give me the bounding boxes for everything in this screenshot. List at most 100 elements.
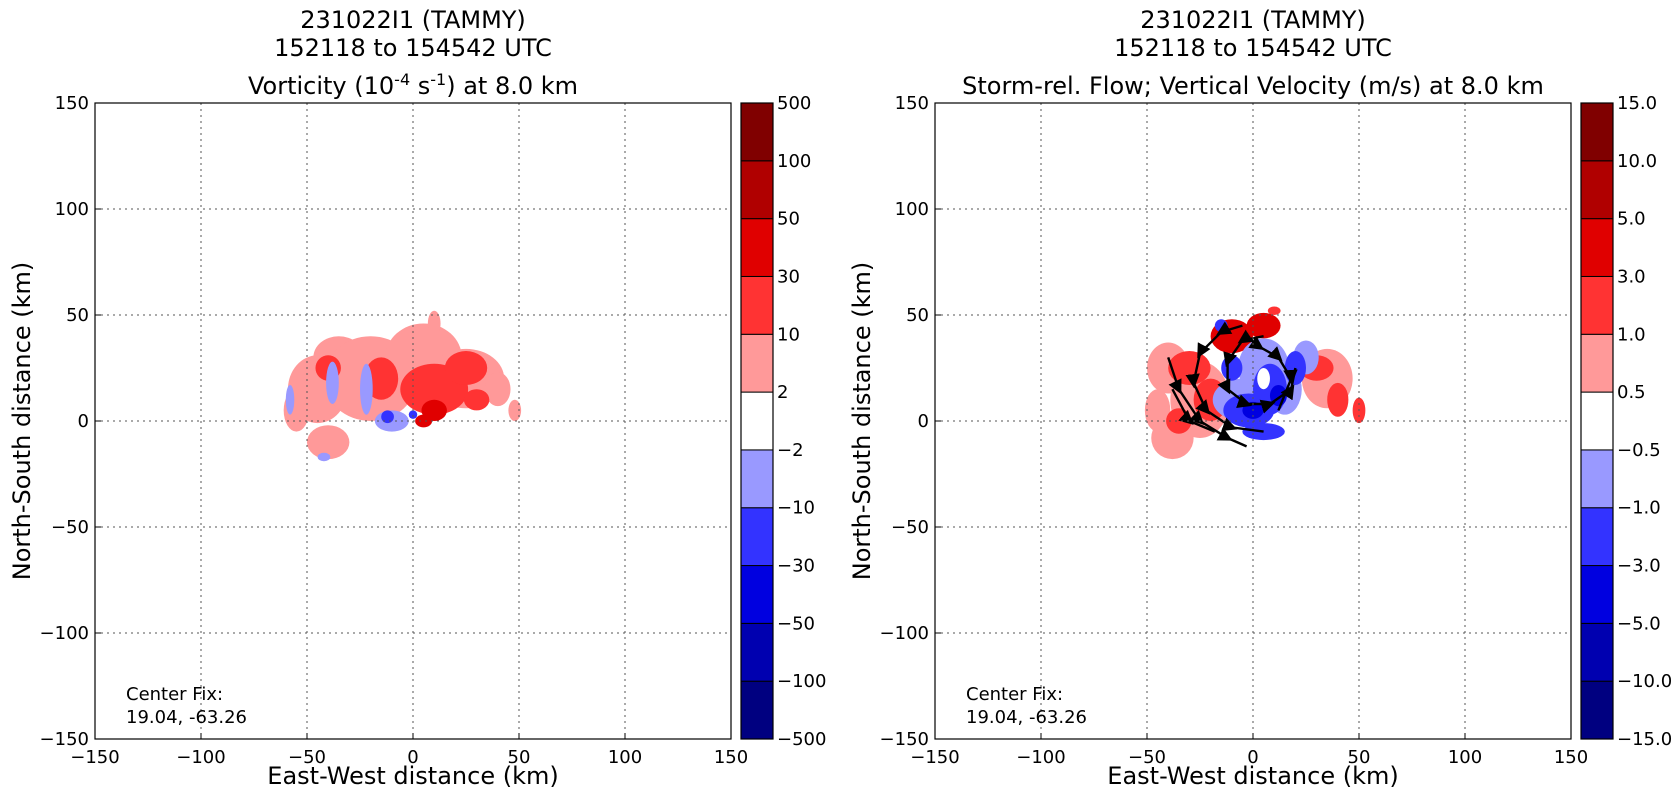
colorbar-swatch bbox=[740, 218, 774, 277]
y-tick-label: 0 bbox=[78, 411, 89, 432]
colorbar-level-label: 5.0 bbox=[1617, 209, 1646, 230]
left-y-axis-label: North-South distance (km) bbox=[8, 262, 36, 581]
left-title-line2: 152118 to 154542 UTC bbox=[274, 34, 552, 62]
colorbar-level-label: 100 bbox=[777, 151, 811, 172]
field-region bbox=[307, 425, 350, 460]
field-region bbox=[444, 351, 488, 385]
x-tick-label: 150 bbox=[714, 747, 748, 768]
field-region bbox=[408, 410, 418, 419]
colorbar-level-label: 0.5 bbox=[1617, 382, 1646, 403]
colorbar-swatch bbox=[740, 565, 774, 624]
colorbar-level-label: −2 bbox=[777, 440, 804, 461]
y-tick-label: −50 bbox=[891, 517, 929, 538]
y-tick-label: 50 bbox=[66, 305, 89, 326]
x-tick-label: 100 bbox=[608, 747, 642, 768]
right-x-axis-label: East-West distance (km) bbox=[1107, 762, 1398, 790]
colorbar-swatch bbox=[1580, 507, 1614, 567]
colorbar-level-label: −10.0 bbox=[1617, 671, 1672, 692]
field-region bbox=[1267, 306, 1281, 316]
y-tick-label: −50 bbox=[51, 517, 89, 538]
x-tick-label: −150 bbox=[910, 747, 959, 768]
colorbar-level-label: −100 bbox=[777, 671, 826, 692]
colorbar-level-label: 30 bbox=[777, 266, 800, 287]
field-region bbox=[427, 310, 441, 337]
left-x-axis-label: East-West distance (km) bbox=[267, 762, 558, 790]
colorbar-swatch bbox=[740, 622, 774, 682]
colorbar-swatch bbox=[740, 333, 774, 393]
colorbar-swatch bbox=[1580, 622, 1614, 682]
left-panel: 231022I1 (TAMMY) 152118 to 154542 UTC Vo… bbox=[8, 6, 826, 790]
colorbar-swatch bbox=[740, 275, 774, 335]
colorbar-swatch bbox=[1580, 565, 1614, 624]
colorbar-swatch bbox=[1580, 333, 1614, 393]
left-x-ticks: −150 −100 −50 0 50 100 150 bbox=[70, 733, 748, 768]
field-region bbox=[317, 452, 331, 462]
y-tick-label: 150 bbox=[895, 93, 929, 114]
colorbar-swatch bbox=[740, 449, 774, 509]
colorbar-level-label: 500 bbox=[777, 93, 811, 114]
field-region bbox=[1221, 355, 1243, 381]
right-title-line2: 152118 to 154542 UTC bbox=[1114, 34, 1392, 62]
field-region bbox=[1257, 368, 1270, 390]
field-region bbox=[485, 372, 511, 407]
colorbar-swatch bbox=[1580, 391, 1614, 451]
colorbar-level-label: 1.0 bbox=[1617, 324, 1646, 345]
colorbar-level-label: −10 bbox=[777, 498, 815, 519]
y-tick-label: −100 bbox=[880, 623, 929, 644]
colorbar-swatch bbox=[740, 160, 774, 220]
field-region bbox=[360, 363, 373, 415]
right-y-ticks: −150 −100 −50 0 50 100 150 bbox=[880, 93, 941, 750]
x-tick-label: 150 bbox=[1554, 747, 1588, 768]
colorbar-swatch bbox=[740, 680, 774, 740]
colorbar-level-label: −50 bbox=[777, 613, 815, 634]
right-grid bbox=[935, 103, 1571, 739]
colorbar-level-label: 2 bbox=[777, 382, 788, 403]
x-tick-label: 50 bbox=[1348, 747, 1371, 768]
colorbar-swatch bbox=[1580, 102, 1614, 162]
x-tick-label: −50 bbox=[1128, 747, 1166, 768]
colorbar-level-label: −5.0 bbox=[1617, 613, 1661, 634]
colorbar-swatch bbox=[1580, 449, 1614, 509]
right-center-fix-value: 19.04, -63.26 bbox=[966, 707, 1087, 728]
right-vertical-velocity-field bbox=[1144, 306, 1366, 460]
colorbar-swatch bbox=[1580, 275, 1614, 335]
right-title-line1: 231022I1 (TAMMY) bbox=[1140, 6, 1366, 34]
colorbar-level-label: 15.0 bbox=[1617, 93, 1657, 114]
colorbar-swatch bbox=[740, 102, 774, 162]
left-subtitle: Vorticity (10-4 s-1) at 8.0 km bbox=[248, 70, 578, 100]
x-tick-label: 0 bbox=[407, 747, 418, 768]
y-tick-label: 0 bbox=[918, 411, 929, 432]
right-center-fix-label: Center Fix: bbox=[966, 684, 1063, 705]
y-tick-label: −100 bbox=[40, 623, 89, 644]
colorbar-level-label: −30 bbox=[777, 556, 815, 577]
field-region bbox=[1242, 423, 1285, 441]
x-tick-label: 0 bbox=[1247, 747, 1258, 768]
right-colorbar: −15.0 −10.0 −5.0 −3.0 −1.0 −0.5 0.5 1.0 3.0 5.0 10… bbox=[1580, 93, 1672, 750]
field-region bbox=[381, 410, 394, 424]
x-tick-label: −150 bbox=[70, 747, 119, 768]
left-grid bbox=[95, 103, 731, 739]
colorbar-swatch bbox=[1580, 218, 1614, 277]
x-tick-label: −50 bbox=[288, 747, 326, 768]
y-tick-label: 100 bbox=[895, 199, 929, 220]
streamline bbox=[1217, 329, 1297, 414]
field-region bbox=[364, 357, 399, 400]
left-colorbar: −500 −100 −50 −30 −10 −2 2 10 30 50 100 500 bbox=[740, 93, 826, 750]
left-y-ticks: −150 −100 −50 0 50 100 150 bbox=[40, 93, 101, 750]
y-tick-label: −150 bbox=[880, 729, 929, 750]
colorbar-level-label: 50 bbox=[777, 209, 800, 230]
x-tick-label: −100 bbox=[176, 747, 225, 768]
colorbar-level-label: −3.0 bbox=[1617, 556, 1661, 577]
y-tick-label: −150 bbox=[40, 729, 89, 750]
colorbar-frame bbox=[740, 102, 774, 740]
streamline bbox=[1245, 335, 1298, 411]
right-x-ticks: −150 −100 −50 0 50 100 150 bbox=[910, 733, 1588, 768]
field-region bbox=[415, 414, 433, 428]
right-y-axis-label: North-South distance (km) bbox=[848, 262, 876, 581]
colorbar-frame bbox=[1580, 102, 1614, 740]
field-region bbox=[463, 389, 490, 411]
colorbar-level-label: 10.0 bbox=[1617, 151, 1657, 172]
left-center-fix-label: Center Fix: bbox=[126, 684, 223, 705]
field-region bbox=[1246, 312, 1281, 339]
